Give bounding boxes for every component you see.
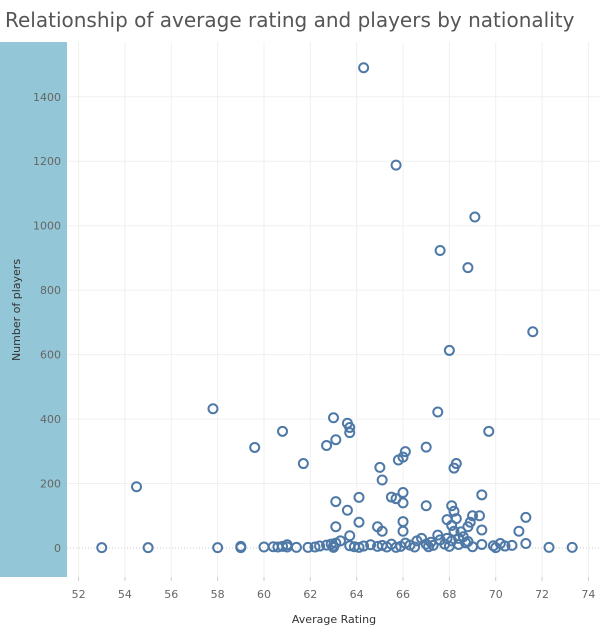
data-point[interactable] bbox=[376, 474, 388, 486]
data-point[interactable] bbox=[330, 521, 342, 533]
data-point[interactable] bbox=[434, 245, 446, 257]
x-tick-label: 52 bbox=[72, 588, 86, 601]
data-point[interactable] bbox=[483, 425, 495, 437]
data-point[interactable] bbox=[399, 446, 411, 458]
data-points bbox=[96, 62, 578, 554]
data-point[interactable] bbox=[365, 539, 377, 551]
data-point[interactable] bbox=[443, 344, 455, 356]
chart-title: Relationship of average rating and playe… bbox=[5, 8, 575, 32]
data-point[interactable] bbox=[446, 519, 458, 531]
data-point[interactable] bbox=[344, 530, 356, 542]
x-tick-label: 64 bbox=[350, 588, 364, 601]
x-tick-label: 66 bbox=[396, 588, 410, 601]
y-tick-label: 800 bbox=[40, 284, 61, 297]
data-point[interactable] bbox=[297, 458, 309, 470]
data-point[interactable] bbox=[344, 421, 356, 433]
data-point[interactable] bbox=[277, 425, 289, 437]
data-point[interactable] bbox=[409, 541, 421, 553]
data-point[interactable] bbox=[321, 440, 333, 452]
data-point[interactable] bbox=[527, 326, 539, 338]
data-point[interactable] bbox=[376, 525, 388, 537]
data-point[interactable] bbox=[446, 500, 458, 512]
data-point[interactable] bbox=[487, 540, 499, 552]
data-point[interactable] bbox=[131, 481, 143, 493]
data-point[interactable] bbox=[341, 504, 353, 516]
data-point[interactable] bbox=[353, 491, 365, 503]
data-point[interactable] bbox=[302, 541, 314, 553]
data-point[interactable] bbox=[212, 542, 224, 554]
data-point[interactable] bbox=[330, 434, 342, 446]
data-point[interactable] bbox=[328, 412, 339, 424]
x-axis-title: Average Rating bbox=[292, 613, 376, 626]
data-point[interactable] bbox=[207, 403, 219, 415]
data-point[interactable] bbox=[390, 159, 402, 171]
data-point[interactable] bbox=[469, 211, 481, 223]
data-point[interactable] bbox=[453, 538, 465, 550]
data-point[interactable] bbox=[397, 451, 409, 463]
data-point[interactable] bbox=[353, 541, 365, 553]
x-tick-label: 58 bbox=[211, 588, 225, 601]
data-point[interactable] bbox=[543, 541, 555, 553]
data-point[interactable] bbox=[420, 500, 432, 512]
x-tick-label: 60 bbox=[257, 588, 271, 601]
data-point[interactable] bbox=[462, 262, 474, 274]
data-point[interactable] bbox=[96, 542, 108, 554]
data-point[interactable] bbox=[142, 542, 154, 554]
data-point[interactable] bbox=[464, 516, 476, 528]
x-axis-ticks: 52 54 56 58 60 62 64 66 68 70 72 74 bbox=[72, 577, 595, 601]
data-point[interactable] bbox=[520, 537, 532, 549]
data-point[interactable] bbox=[344, 427, 356, 439]
data-point[interactable] bbox=[358, 62, 370, 74]
data-point[interactable] bbox=[358, 540, 370, 552]
y-tick-label: 1200 bbox=[33, 155, 61, 168]
data-point[interactable] bbox=[374, 461, 386, 473]
data-point[interactable] bbox=[235, 540, 247, 552]
y-tick-label: 1400 bbox=[33, 91, 61, 104]
data-point[interactable] bbox=[249, 441, 261, 453]
data-point[interactable] bbox=[476, 538, 488, 550]
data-point[interactable] bbox=[566, 541, 578, 553]
data-point[interactable] bbox=[462, 536, 474, 548]
x-tick-label: 54 bbox=[118, 588, 132, 601]
x-tick-label: 62 bbox=[303, 588, 317, 601]
data-point[interactable] bbox=[330, 496, 342, 508]
data-point[interactable] bbox=[397, 497, 409, 509]
data-point[interactable] bbox=[506, 539, 518, 551]
data-point[interactable] bbox=[476, 524, 488, 536]
data-point[interactable] bbox=[520, 511, 532, 523]
y-tick-label: 600 bbox=[40, 349, 61, 362]
data-point[interactable] bbox=[353, 516, 365, 528]
data-point[interactable] bbox=[397, 487, 409, 499]
data-point[interactable] bbox=[499, 540, 511, 552]
x-tick-label: 68 bbox=[442, 588, 456, 601]
data-point[interactable] bbox=[390, 541, 402, 553]
data-point[interactable] bbox=[290, 541, 302, 553]
data-point[interactable] bbox=[450, 458, 462, 470]
y-tick-label: 400 bbox=[40, 413, 61, 426]
x-tick-label: 56 bbox=[164, 588, 178, 601]
data-point[interactable] bbox=[427, 539, 439, 551]
data-point[interactable] bbox=[473, 510, 485, 522]
x-tick-label: 74 bbox=[581, 588, 595, 601]
y-tick-label: 1000 bbox=[33, 220, 61, 233]
data-point[interactable] bbox=[467, 510, 479, 522]
y-tick-label: 0 bbox=[54, 542, 61, 555]
x-tick-label: 72 bbox=[535, 588, 549, 601]
data-point[interactable] bbox=[432, 406, 444, 418]
data-point[interactable] bbox=[334, 535, 346, 547]
data-point[interactable] bbox=[476, 489, 488, 501]
data-point[interactable] bbox=[328, 540, 339, 552]
y-axis-title: Number of players bbox=[10, 259, 23, 361]
y-tick-label: 200 bbox=[40, 478, 61, 491]
x-tick-label: 70 bbox=[489, 588, 503, 601]
y-axis-ticks: 0 200 400 600 800 1000 1200 1400 bbox=[33, 91, 61, 555]
data-point[interactable] bbox=[453, 532, 465, 544]
data-point[interactable] bbox=[309, 541, 321, 553]
data-point[interactable] bbox=[397, 525, 409, 537]
data-point[interactable] bbox=[420, 441, 432, 453]
y-axis-band bbox=[0, 42, 67, 577]
data-point[interactable] bbox=[513, 525, 525, 537]
data-point[interactable] bbox=[314, 540, 326, 552]
